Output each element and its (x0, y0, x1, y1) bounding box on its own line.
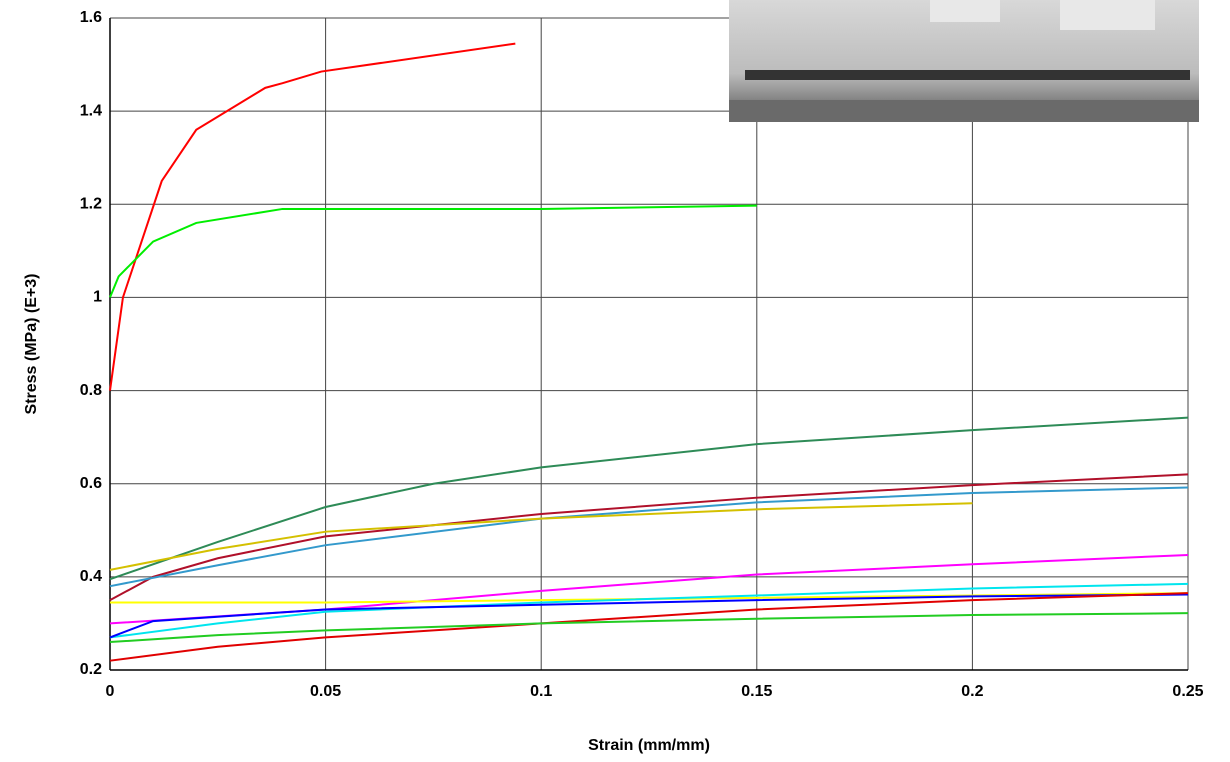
series-line (109, 204, 757, 298)
y-tick-label: 0.2 (80, 661, 102, 678)
plot-area: 0.2 0.4 0.6 0.8 1 1.2 1.4 1.6 0 0.05 0.1 0.15 0.2 0.2… (80, 9, 1204, 700)
series-line (109, 612, 1189, 644)
y-tick-label: 0.6 (80, 475, 102, 492)
y-tick-label: 0.4 (80, 568, 102, 585)
x-tick-label: 0.25 (1172, 683, 1203, 700)
series-line (109, 473, 1189, 602)
x-axis-label: Strain (mm/mm) (588, 737, 710, 754)
series-line (109, 582, 1189, 639)
series-line (109, 416, 1189, 581)
x-tick-label: 0 (106, 683, 115, 700)
y-tick-label: 1 (93, 289, 102, 306)
y-tick-label: 1.6 (80, 9, 102, 26)
x-tick-label: 0.1 (530, 683, 552, 700)
y-tick-label: 1.4 (80, 102, 102, 119)
y-tick-label: 0.8 (80, 382, 102, 399)
x-tick-label: 0.2 (961, 683, 983, 700)
inset-photo (729, 0, 1199, 122)
y-axis-label: Stress (MPa) (E+3) (23, 274, 40, 415)
series-line (109, 593, 1189, 639)
x-tick-label: 0.05 (310, 683, 341, 700)
y-tick-label: 1.2 (80, 196, 102, 213)
series-line (109, 42, 516, 391)
series-line (109, 486, 1189, 588)
x-tick-label: 0.15 (741, 683, 772, 700)
series-line (109, 502, 973, 571)
